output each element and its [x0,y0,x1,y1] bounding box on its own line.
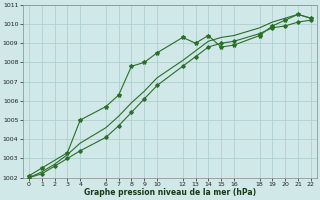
X-axis label: Graphe pression niveau de la mer (hPa): Graphe pression niveau de la mer (hPa) [84,188,256,197]
